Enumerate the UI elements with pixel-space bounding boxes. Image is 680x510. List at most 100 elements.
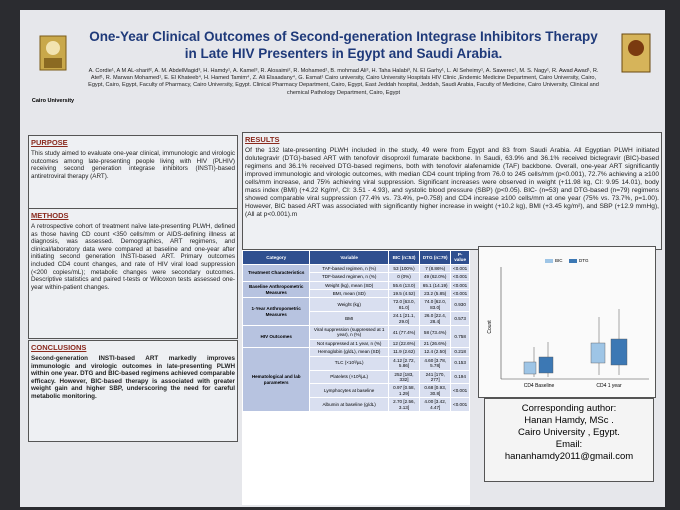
table-cell: Weight (kg) bbox=[309, 297, 389, 313]
table-row: TLC (×10³/µL) 4.12 [2.72, 5.86] 4.60 [3.78… bbox=[243, 355, 470, 371]
table-cell: 11.9 (2.62) bbox=[387, 347, 421, 357]
legend-label: BIC bbox=[555, 258, 563, 263]
column-header: Category bbox=[242, 250, 311, 265]
table-cell: 21 (26.6%) bbox=[419, 338, 452, 349]
table-row: Treatment Characteristics TAF-based regim… bbox=[242, 263, 470, 282]
results-table: Category Variable BIC (n=53) DTG (n=79) P-va… bbox=[242, 250, 470, 412]
table-cell: 0 (0%) bbox=[387, 272, 421, 282]
contact-box: Corresponding author: Hanan Hamdy, MSc .C… bbox=[484, 398, 654, 482]
poster-title: One-Year Clinical Outcomes of Second-gen… bbox=[89, 29, 598, 61]
table-row: 1-Year Anthropometric Measures Weight (kg… bbox=[242, 297, 470, 327]
column-header: DTG (n=79) bbox=[419, 250, 452, 265]
table-row: Albumin at baseline (g/dL) 2.70 [2.56, 3.… bbox=[243, 397, 470, 412]
column-header: BIC (n=53) bbox=[387, 250, 421, 265]
table-row: Baseline Anthropometric Measures Weight (… bbox=[242, 280, 470, 299]
table-cell: 53 (100%) bbox=[387, 263, 421, 274]
table-cell: 55.6 (13.0) bbox=[387, 280, 421, 291]
table-row: HIV Outcomes Viral suppression (suppresse… bbox=[242, 325, 470, 349]
table-cell: 12.4 (2.50) bbox=[419, 347, 452, 357]
table-cell: 0.194 bbox=[450, 369, 470, 385]
y-label: Count bbox=[487, 320, 493, 334]
table-cell: <0.001 bbox=[450, 280, 470, 291]
table-cell: 58 (73.4%) bbox=[419, 325, 452, 340]
column-header: Variable bbox=[309, 250, 389, 265]
table-cell: 12 (22.6%) bbox=[387, 338, 421, 349]
table-cell: 74.0 [62.0, 83.0] bbox=[419, 297, 452, 313]
table-row: BMI, mean (SD) 19.5 (4.52) 23.2 (5.85) <0.0… bbox=[243, 289, 470, 299]
table-cell: 7 (8.86%) bbox=[419, 263, 452, 274]
table-cell: Weight (kg), mean (SD) bbox=[309, 280, 389, 291]
figure: BIC DTG Count CD4 Baseline CD4 1 year bbox=[478, 246, 656, 398]
table-cell: 2.70 [2.56, 3.13] bbox=[387, 397, 421, 412]
table-row: Platelets (×10³/µL) 252 [183, 332] 241 [17… bbox=[243, 369, 470, 385]
table-cell: 49 (62.0%) bbox=[419, 272, 452, 282]
table-area: Category Variable BIC (n=53) DTG (n=79) P-va… bbox=[242, 250, 470, 505]
table-cell: Albumin at baseline (g/dL) bbox=[309, 397, 389, 412]
legend-label: DTG bbox=[579, 258, 589, 263]
table-cell: 24.1 [21.1, 29.0] bbox=[387, 311, 421, 327]
table-cell: 23.2 (5.85) bbox=[419, 289, 452, 299]
table-cell: 4.00 [3.42, 4.47] bbox=[419, 397, 452, 412]
contact-line: Email: bbox=[555, 439, 583, 450]
category-cell: 1-Year Anthropometric Measures bbox=[242, 297, 311, 327]
table-cell: 4.12 [2.72, 5.86] bbox=[387, 355, 421, 371]
table-cell: Viral suppression (suppressed at 1 year)… bbox=[309, 325, 389, 340]
section-text: This study aimed to evaluate one-year cl… bbox=[31, 150, 235, 180]
table-cell: 65.1 (14.19) bbox=[419, 280, 452, 291]
column-header: P-value bbox=[450, 250, 470, 265]
table-cell: <0.001 bbox=[450, 383, 470, 399]
contact-line: Cairo University , Egypt. bbox=[518, 427, 620, 438]
section-text: Second-generation INSTI-based ART marked… bbox=[31, 355, 235, 400]
table-cell: <0.001 bbox=[450, 272, 470, 282]
table-cell: BMI bbox=[309, 311, 389, 327]
poster: Cairo University One-Year Clinical Outco… bbox=[20, 10, 665, 507]
conclusions-box: CONCLUSIONS Second-generation INSTI-base… bbox=[28, 340, 238, 442]
table-cell: 0.758 bbox=[450, 325, 470, 349]
x-category: CD4 1 year bbox=[596, 383, 622, 389]
table-cell: <0.001 bbox=[450, 397, 470, 412]
table-cell: <0.001 bbox=[450, 289, 470, 299]
section-heading: METHODS bbox=[31, 211, 69, 220]
table-cell: 0.153 bbox=[450, 355, 470, 371]
right-logo bbox=[621, 33, 651, 73]
category-cell: Hematological and lab parameters bbox=[242, 347, 311, 412]
table-cell: TDF-based regimen, n (%) bbox=[309, 272, 389, 282]
purpose-box: PURPOSE This study aimed to evaluate one… bbox=[28, 135, 238, 209]
section-heading: PURPOSE bbox=[31, 138, 68, 147]
contact-line: Corresponding author: bbox=[521, 403, 617, 414]
table-cell: Not suppressed at 1 year, n (%) bbox=[309, 338, 389, 349]
legend-swatch bbox=[545, 259, 553, 263]
section-heading: CONCLUSIONS bbox=[31, 343, 87, 352]
legend-swatch bbox=[569, 259, 577, 263]
left-logo bbox=[39, 35, 67, 71]
table-cell: 252 [183, 332] bbox=[387, 369, 421, 385]
category-cell: HIV Outcomes bbox=[242, 325, 311, 349]
table-cell: 41 (77.4%) bbox=[387, 325, 421, 340]
section-text: A retrospective cohort of treatment naïv… bbox=[31, 223, 235, 291]
logo-label: Cairo University bbox=[31, 98, 75, 104]
table-cell: 26.0 [22.4, 28.4] bbox=[419, 311, 452, 327]
table-cell: 0.68 [0.93, 30.8] bbox=[419, 383, 452, 399]
table-cell: TLC (×10³/µL) bbox=[309, 355, 389, 371]
table-cell: Platelets (×10³/µL) bbox=[309, 369, 389, 385]
contact-line: hananhamdy2011@gmail.com bbox=[504, 451, 634, 462]
table-row: BMI 24.1 [21.1, 29.0] 26.0 [22.4, 28.4] 0.5… bbox=[243, 311, 470, 327]
category-cell: Baseline Anthropometric Measures bbox=[242, 280, 311, 299]
contact-line: Hanan Hamdy, MSc . bbox=[524, 415, 614, 426]
table-row: Hematological and lab parameters Hemoglob… bbox=[242, 347, 470, 412]
table-cell: TAF-based regimen, n (%) bbox=[309, 263, 389, 274]
table-cell: BMI, mean (SD) bbox=[309, 289, 389, 299]
table-row: Lymphocytes at baseline 0.97 [0.58, 1.29]… bbox=[243, 383, 470, 399]
table-cell: 0.573 bbox=[450, 311, 470, 327]
box-plot: BIC DTG Count CD4 Baseline CD4 1 year bbox=[487, 258, 649, 389]
header-row: Category Variable BIC (n=53) DTG (n=79) P-va… bbox=[242, 250, 470, 265]
methods-box: METHODS A retrospective cohort of treatm… bbox=[28, 208, 238, 339]
authors: A. Cordie¹, A M AL-sharif², A. M. AbdelM… bbox=[88, 68, 599, 96]
table-cell: 19.5 (4.52) bbox=[387, 289, 421, 299]
results-box: RESULTS Of the 132 late-presenting PLWH … bbox=[242, 132, 662, 250]
table-cell: 72.0 [63.0, 81.0] bbox=[387, 297, 421, 313]
table-cell: 0.930 bbox=[450, 297, 470, 313]
table-cell: Hemoglobin (g/dL), mean (SD) bbox=[309, 347, 389, 357]
table-cell: Lymphocytes at baseline bbox=[309, 383, 389, 399]
